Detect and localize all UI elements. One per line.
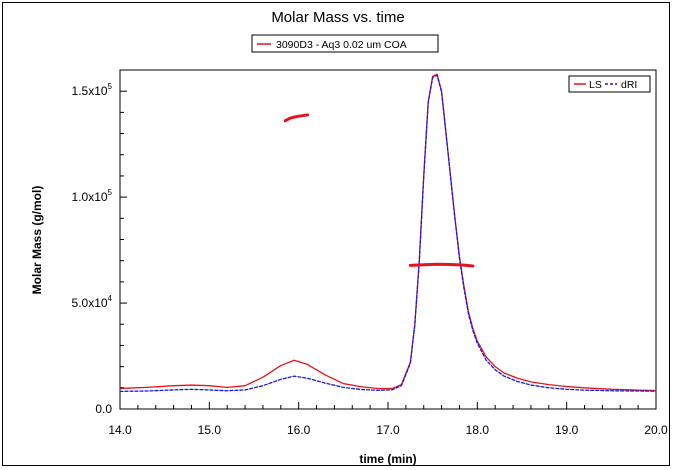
- x-axis: 14.0 15.0 16.0 17.0 18.0 19.0 20.0: [108, 402, 668, 437]
- plot-area: [119, 69, 657, 410]
- y-tick-label: 1.5x105: [72, 82, 113, 98]
- series-dri-line: [119, 74, 657, 393]
- y-tick-label: 0.0: [95, 402, 112, 416]
- y-tick-label: 5.0x104: [72, 294, 113, 310]
- legend-label-ls: LS: [589, 79, 602, 91]
- x-tick-label: 19.0: [555, 423, 579, 437]
- x-tick-label: 16.0: [287, 423, 311, 437]
- chart-title: Molar Mass vs. time: [271, 9, 404, 26]
- sample-legend-label: 3090D3 - Aq3 0.02 um COA: [276, 39, 407, 51]
- sample-legend-box: [251, 34, 439, 53]
- y-tick-label: 1.0x105: [72, 188, 113, 204]
- x-tick-label: 17.0: [376, 423, 400, 437]
- x-tick-label: 20.0: [644, 423, 668, 437]
- x-tick-label: 18.0: [466, 423, 490, 437]
- x-tick-label: 15.0: [198, 423, 222, 437]
- series-legend-box: [568, 75, 651, 93]
- y-axis: 0.0 5.0x104 1.0x105 1.5x105: [72, 69, 127, 416]
- series-ls-line: [119, 73, 657, 392]
- series-legend: LS dRI: [568, 75, 651, 93]
- x-axis-label: time (min): [359, 452, 416, 466]
- legend-label-dri: dRI: [621, 79, 637, 91]
- series-layer: [119, 73, 657, 393]
- molar-mass-peak-2: [408, 262, 475, 268]
- sample-legend: 3090D3 - Aq3 0.02 um COA: [251, 34, 439, 53]
- y-axis-label: Molar Mass (g/mol): [30, 186, 44, 295]
- x-tick-label: 14.0: [108, 423, 132, 437]
- molar-mass-peak-1: [283, 113, 310, 123]
